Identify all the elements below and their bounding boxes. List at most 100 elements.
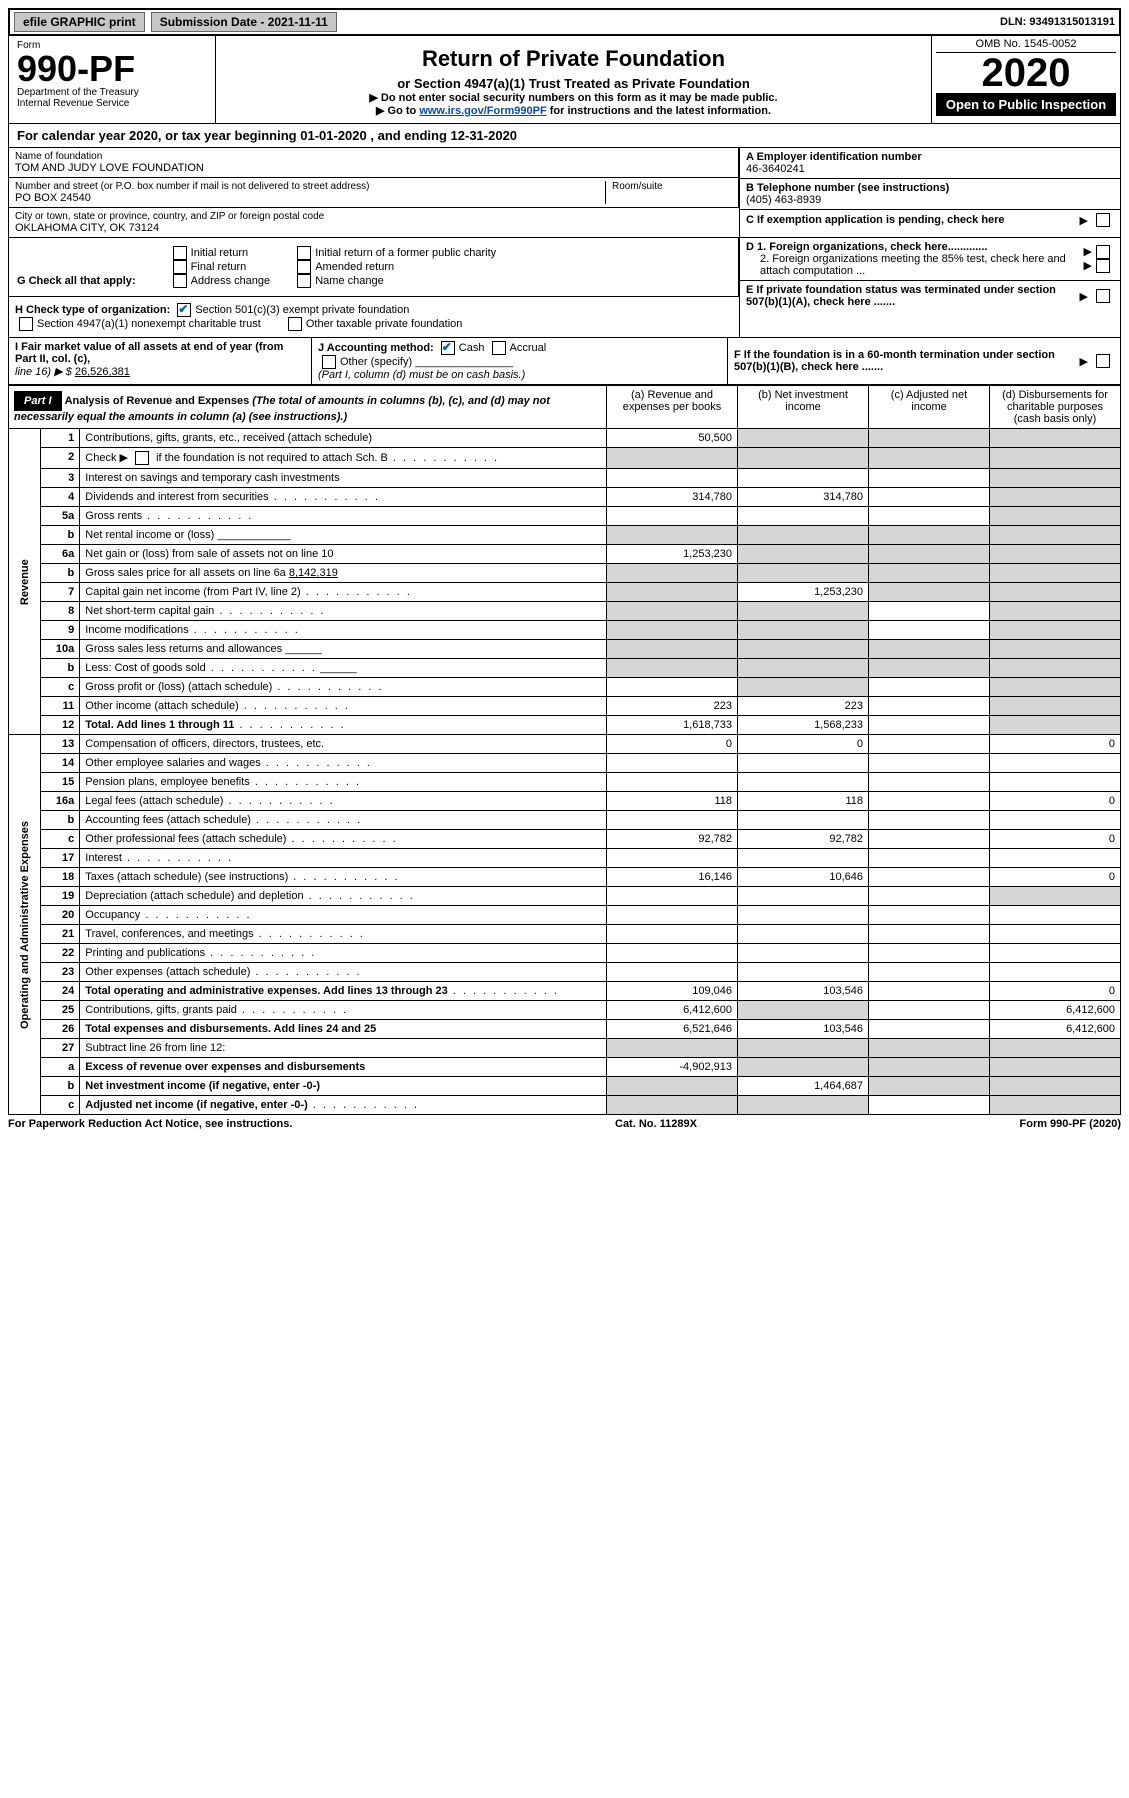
line-10b-desc: Less: Cost of goods sold ______	[80, 659, 607, 678]
h-label: H Check type of organization:	[15, 304, 170, 316]
h-4947-checkbox[interactable]	[19, 317, 33, 331]
footer-left: For Paperwork Reduction Act Notice, see …	[8, 1118, 292, 1130]
box-c-checkbox[interactable]	[1096, 213, 1110, 227]
line-26-b: 103,546	[738, 1020, 869, 1039]
box-d1: D 1. Foreign organizations, check here..…	[746, 241, 987, 253]
line-6a-desc: Net gain or (loss) from sale of assets n…	[80, 545, 607, 564]
e-checkbox[interactable]	[1096, 289, 1110, 303]
d1-checkbox[interactable]	[1096, 245, 1110, 259]
f-checkbox[interactable]	[1096, 354, 1110, 368]
instr2-post: for instructions and the latest informat…	[547, 105, 771, 117]
line-10b-num: b	[41, 659, 80, 678]
col-c-head: (c) Adjusted net income	[869, 386, 990, 429]
line-13-desc: Compensation of officers, directors, tru…	[80, 735, 607, 754]
footer-mid: Cat. No. 11289X	[615, 1118, 697, 1130]
line-15-desc: Pension plans, employee benefits	[80, 773, 607, 792]
form-title: Return of Private Foundation	[226, 46, 921, 72]
g-addr: Address change	[191, 275, 271, 287]
g-namechg: Name change	[315, 275, 384, 287]
efile-button[interactable]: efile GRAPHIC print	[14, 12, 145, 32]
arrow-icon: ▶	[1080, 214, 1088, 227]
d2-checkbox[interactable]	[1096, 259, 1110, 273]
line-10c-desc: Gross profit or (loss) (attach schedule)	[80, 678, 607, 697]
line-26-a: 6,521,646	[607, 1020, 738, 1039]
line-12-b: 1,568,233	[738, 716, 869, 735]
line-19-desc: Depreciation (attach schedule) and deple…	[80, 887, 607, 906]
line-27-num: 27	[41, 1039, 80, 1058]
line-8-desc: Net short-term capital gain	[80, 602, 607, 621]
instr-2: ▶ Go to www.irs.gov/Form990PF for instru…	[226, 104, 921, 117]
line-12-num: 12	[41, 716, 80, 735]
line-11-a: 223	[607, 697, 738, 716]
line-27b-b: 1,464,687	[738, 1077, 869, 1096]
line-27a-num: a	[41, 1058, 80, 1077]
line-25-a: 6,412,600	[607, 1001, 738, 1020]
g-final-checkbox[interactable]	[173, 260, 187, 274]
line-13-a: 0	[607, 735, 738, 754]
foundation-city: OKLAHOMA CITY, OK 73124	[15, 222, 733, 234]
g-amended-checkbox[interactable]	[297, 260, 311, 274]
line-18-desc: Taxes (attach schedule) (see instruction…	[80, 868, 607, 887]
line-18-b: 10,646	[738, 868, 869, 887]
h-4947: Section 4947(a)(1) nonexempt charitable …	[37, 318, 261, 330]
line-4-a: 314,780	[607, 488, 738, 507]
line-8-num: 8	[41, 602, 80, 621]
line-2-desc: Check ▶ if the foundation is not require…	[80, 448, 607, 469]
line-6b-desc: Gross sales price for all assets on line…	[80, 564, 607, 583]
j-other-checkbox[interactable]	[322, 355, 336, 369]
line-7-desc: Capital gain net income (from Part IV, l…	[80, 583, 607, 602]
line-16c-num: c	[41, 830, 80, 849]
tax-year: 2020	[936, 53, 1116, 93]
line-6a-num: 6a	[41, 545, 80, 564]
line-27-desc: Subtract line 26 from line 12:	[80, 1039, 607, 1058]
submission-date-button[interactable]: Submission Date - 2021-11-11	[151, 12, 337, 32]
footer-right: Form 990-PF (2020)	[1020, 1118, 1121, 1130]
i-value: 26,526,381	[75, 366, 130, 378]
irs-label: Internal Revenue Service	[17, 98, 207, 109]
open-public-badge: Open to Public Inspection	[936, 93, 1116, 116]
j-accrual-checkbox[interactable]	[492, 341, 506, 355]
h-other-checkbox[interactable]	[288, 317, 302, 331]
ein-value: 46-3640241	[746, 163, 1114, 175]
g-addr-checkbox[interactable]	[173, 274, 187, 288]
line-18-d: 0	[990, 868, 1121, 887]
irs-link[interactable]: www.irs.gov/Form990PF	[419, 105, 546, 117]
j-accrual: Accrual	[510, 342, 547, 354]
h-501-checkbox[interactable]	[177, 303, 191, 317]
form-header: Form 990-PF Department of the Treasury I…	[8, 36, 1121, 124]
line-27c-desc: Adjusted net income (if negative, enter …	[80, 1096, 607, 1115]
calendar-year-row: For calendar year 2020, or tax year begi…	[8, 124, 1121, 148]
check-section: G Check all that apply: Initial return F…	[8, 238, 1121, 338]
line-18-num: 18	[41, 868, 80, 887]
room-label: Room/suite	[612, 181, 732, 192]
line-22-num: 22	[41, 944, 80, 963]
line-4-b: 314,780	[738, 488, 869, 507]
instr-1: ▶ Do not enter social security numbers o…	[226, 91, 921, 104]
box-c-label: C If exemption application is pending, c…	[746, 214, 1076, 226]
i-label: I Fair market value of all assets at end…	[15, 341, 283, 365]
line-6a-a: 1,253,230	[607, 545, 738, 564]
line-25-desc: Contributions, gifts, grants paid	[80, 1001, 607, 1020]
line-14-num: 14	[41, 754, 80, 773]
line-11-b: 223	[738, 697, 869, 716]
line-13-num: 13	[41, 735, 80, 754]
line-1-num: 1	[41, 429, 80, 448]
j-cash: Cash	[459, 342, 485, 354]
line-10c-num: c	[41, 678, 80, 697]
j-cash-checkbox[interactable]	[441, 341, 455, 355]
h-501: Section 501(c)(3) exempt private foundat…	[195, 304, 409, 316]
col-b-head: (b) Net investment income	[738, 386, 869, 429]
g-initialformer-checkbox[interactable]	[297, 246, 311, 260]
line-2-checkbox[interactable]	[135, 451, 149, 465]
line-25-num: 25	[41, 1001, 80, 1020]
line-27b-num: b	[41, 1077, 80, 1096]
line-22-desc: Printing and publications	[80, 944, 607, 963]
box-d2: 2. Foreign organizations meeting the 85%…	[746, 253, 1080, 277]
g-initial-checkbox[interactable]	[173, 246, 187, 260]
line-16c-d: 0	[990, 830, 1121, 849]
line-24-desc: Total operating and administrative expen…	[80, 982, 607, 1001]
part1-title: Analysis of Revenue and Expenses	[65, 395, 250, 407]
j-other: Other (specify)	[340, 356, 412, 368]
line-5b-desc: Net rental income or (loss) ____________	[80, 526, 607, 545]
g-namechg-checkbox[interactable]	[297, 274, 311, 288]
